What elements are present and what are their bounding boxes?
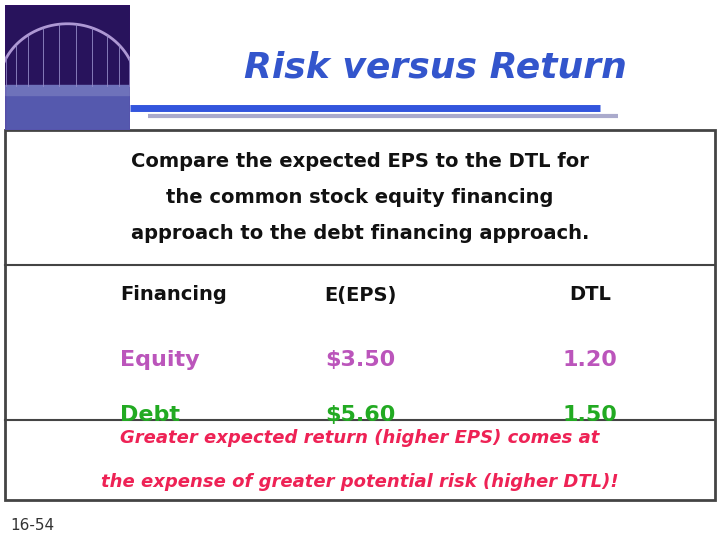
Text: 1.50: 1.50 (562, 405, 618, 425)
Text: $5.60: $5.60 (325, 405, 395, 425)
Text: 1.20: 1.20 (562, 350, 618, 370)
Text: Financing: Financing (120, 286, 227, 305)
Text: Greater expected return (higher EPS) comes at: Greater expected return (higher EPS) com… (120, 429, 600, 447)
Text: Compare the expected EPS to the DTL for: Compare the expected EPS to the DTL for (131, 152, 589, 171)
Text: $3.50: $3.50 (325, 350, 395, 370)
Text: Equity: Equity (120, 350, 199, 370)
Text: Debt: Debt (120, 405, 180, 425)
Text: the expense of greater potential risk (higher DTL)!: the expense of greater potential risk (h… (102, 473, 618, 491)
Text: Risk versus Return: Risk versus Return (243, 51, 626, 85)
Bar (5, 85, 130, 95)
Text: E(EPS): E(EPS) (324, 286, 396, 305)
Text: the common stock equity financing: the common stock equity financing (166, 188, 554, 207)
Bar (5, 130, 715, 500)
Text: DTL: DTL (569, 286, 611, 305)
Text: approach to the debt financing approach.: approach to the debt financing approach. (131, 224, 589, 243)
Text: 16-54: 16-54 (10, 517, 54, 532)
Bar (5, 92, 130, 130)
